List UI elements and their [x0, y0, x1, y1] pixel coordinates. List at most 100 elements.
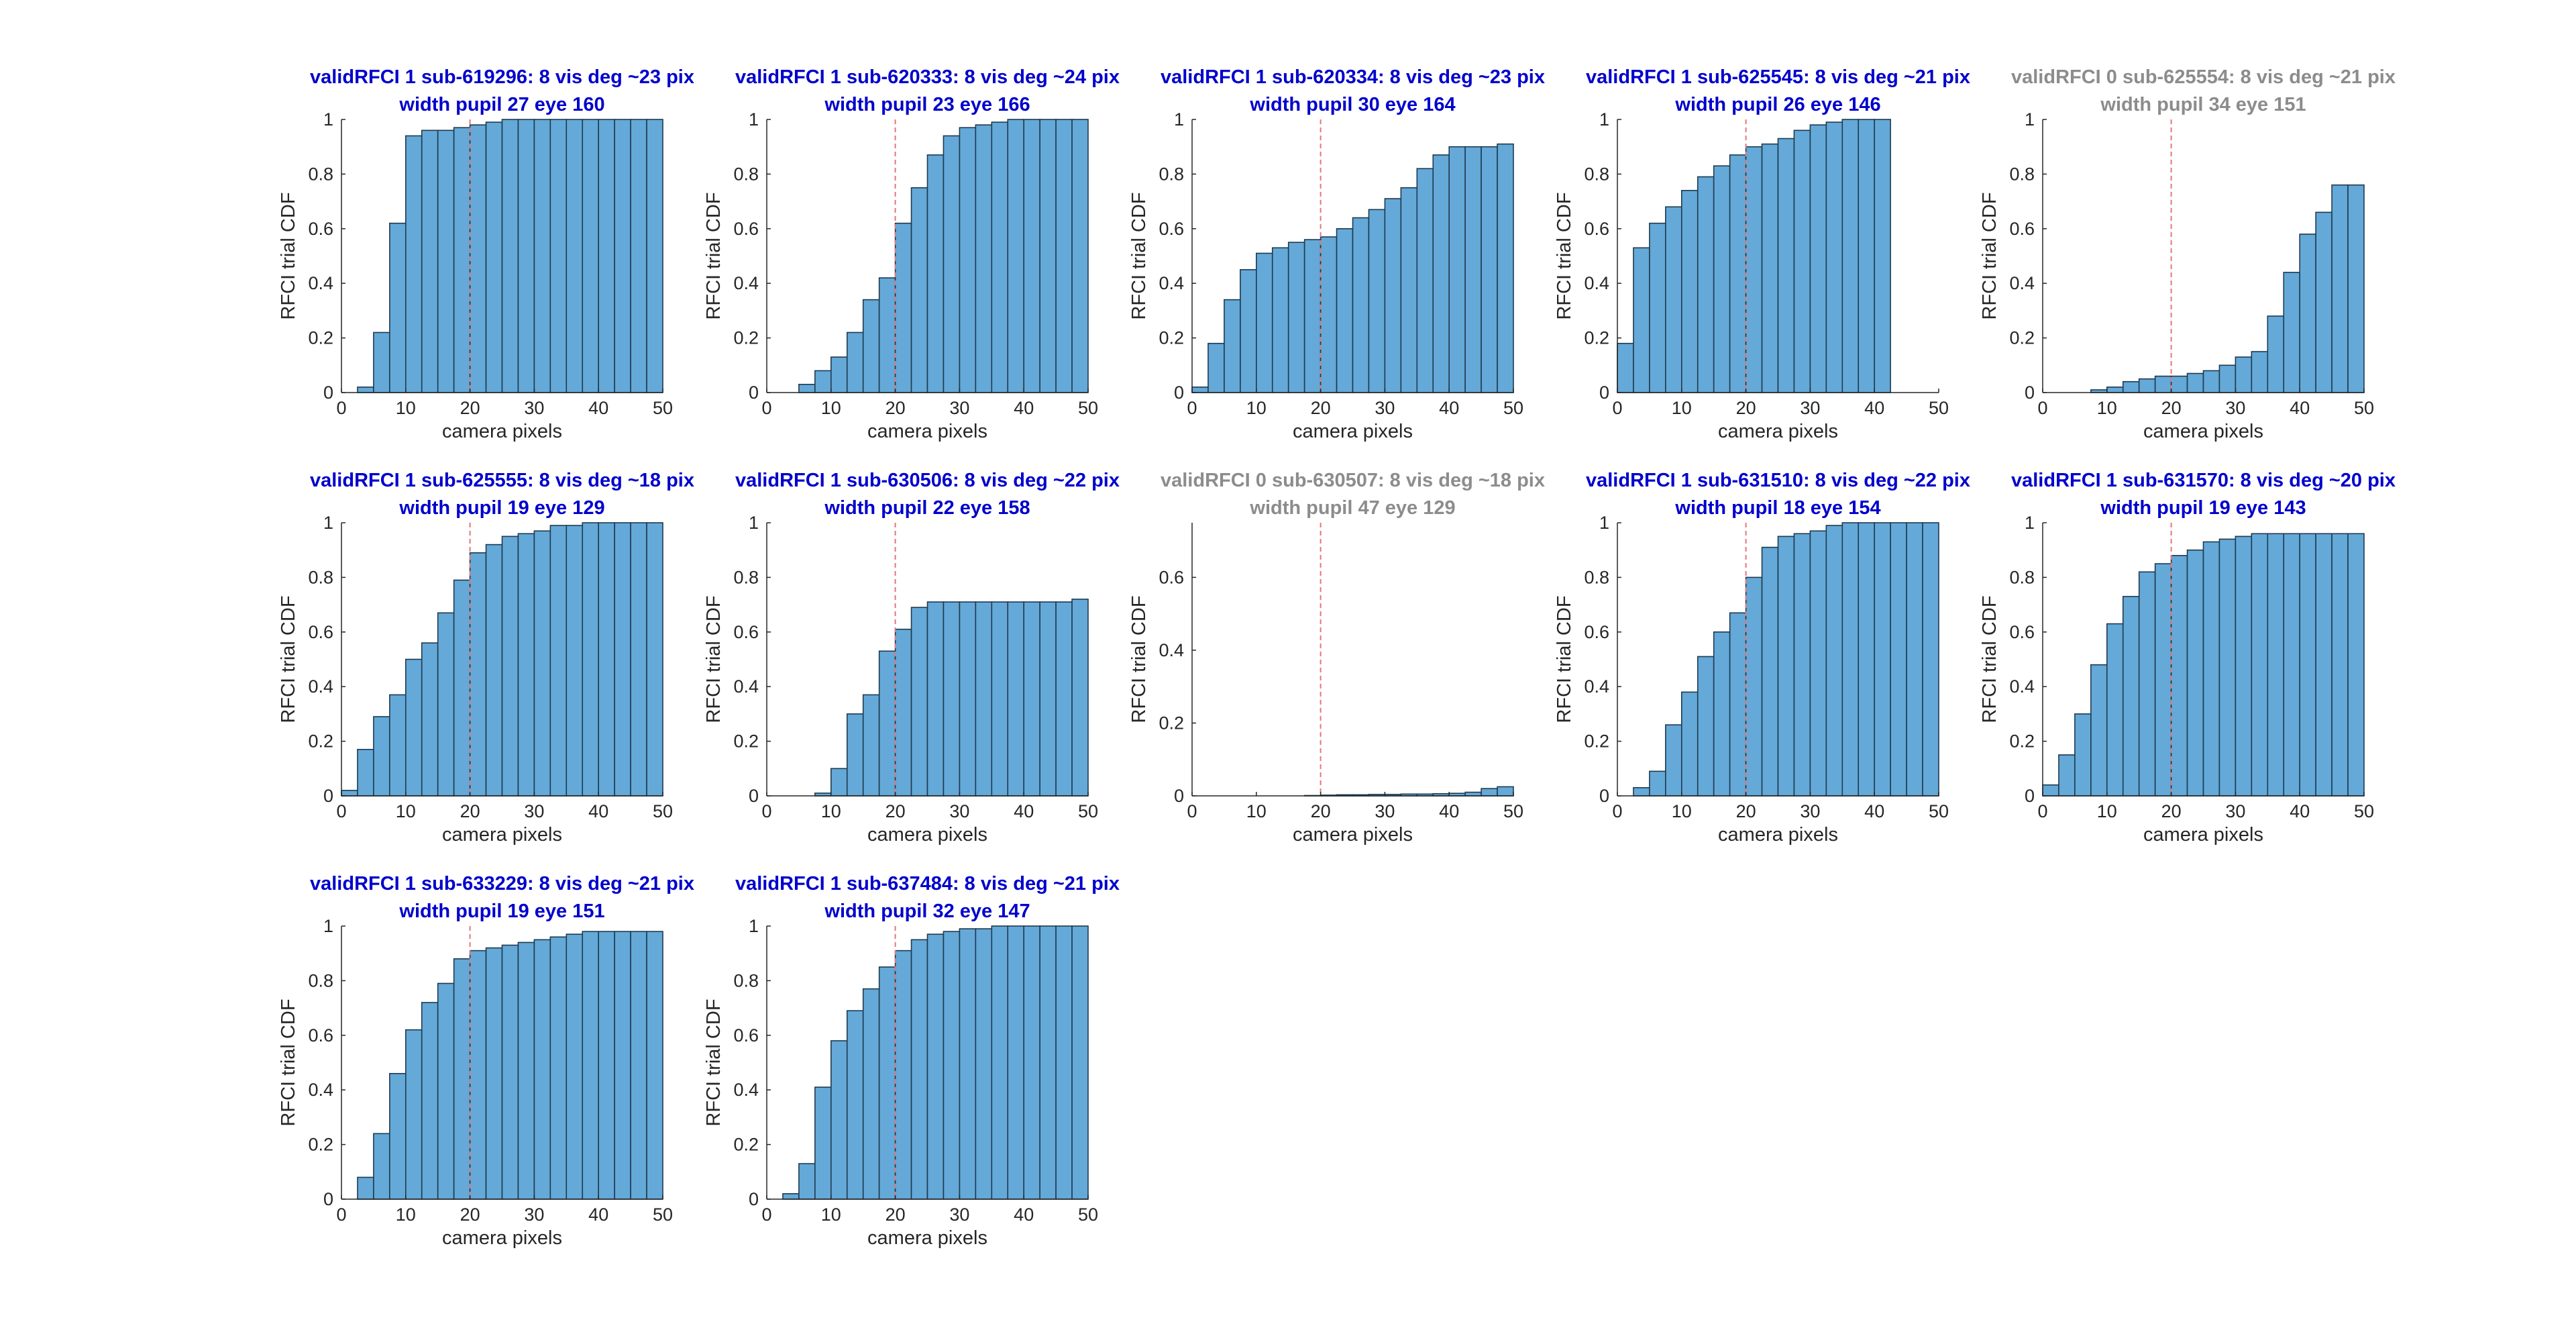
histogram-bar [1007, 119, 1025, 393]
subplot-title-line-1: validRFCI 1 sub-620334: 8 vis deg ~23 pi… [1161, 66, 1545, 88]
x-tick-label: 10 [396, 1205, 416, 1225]
histogram-bar [2186, 372, 2204, 393]
x-tick-label: 50 [1929, 801, 1949, 821]
x-tick-label: 40 [1439, 398, 1459, 418]
x-tick-label: 10 [396, 398, 416, 418]
x-tick-label: 0 [2037, 398, 2047, 418]
x-tick-label: 20 [2161, 801, 2182, 821]
y-tick-label: 0.6 [733, 219, 759, 239]
y-tick-label: 0.8 [733, 567, 759, 587]
histogram-bar [910, 939, 928, 1200]
x-tick-label: 50 [1929, 398, 1949, 418]
histogram-bar [1729, 612, 1747, 797]
x-tick-label: 0 [336, 1205, 346, 1225]
histogram-bar [1777, 535, 1795, 797]
histogram-bar [2154, 563, 2172, 797]
x-axis-label: camera pixels [867, 824, 987, 846]
x-tick-label: 40 [1014, 1205, 1034, 1225]
y-tick-label: 0.4 [733, 676, 759, 697]
histogram-bar [2122, 596, 2140, 797]
histogram-bar [549, 119, 568, 393]
y-tick-label: 1 [323, 109, 333, 130]
histogram-bar [1023, 925, 1040, 1200]
x-tick-label: 10 [2097, 398, 2117, 418]
x-tick-label: 30 [2225, 398, 2245, 418]
y-tick-label: 0.4 [308, 273, 333, 293]
y-tick-label: 0 [1599, 382, 1609, 403]
histogram-bar [1303, 239, 1322, 393]
x-tick-label: 10 [1246, 801, 1267, 821]
x-tick-label: 50 [1078, 1205, 1098, 1225]
y-tick-label: 1 [749, 916, 759, 936]
x-tick-label: 40 [1439, 801, 1459, 821]
histogram-bar [846, 1010, 864, 1200]
y-tick-label: 0 [323, 1189, 333, 1209]
x-tick-label: 20 [1736, 398, 1756, 418]
histogram-bar [2170, 555, 2188, 797]
x-tick-label: 0 [1187, 398, 1197, 418]
subplot-title-line-1: validRFCI 0 sub-630507: 8 vis deg ~18 pi… [1161, 470, 1545, 491]
x-tick-label: 50 [653, 398, 673, 418]
y-tick-label: 0.4 [733, 1080, 759, 1100]
y-axis-label: RFCI trial CDF [1554, 192, 1575, 319]
histogram-bar [2218, 364, 2237, 393]
histogram-bar [421, 642, 439, 797]
histogram-bar [1240, 269, 1257, 393]
histogram-bar [2106, 387, 2124, 393]
histogram-bar [2299, 533, 2316, 797]
x-tick-label: 30 [1800, 398, 1820, 418]
y-tick-label: 0 [323, 786, 333, 806]
histogram-bar [389, 694, 407, 797]
histogram-bar [1071, 119, 1089, 393]
histogram-bar [1745, 576, 1763, 797]
x-tick-label: 20 [2161, 398, 2182, 418]
histogram-bar [1071, 599, 1089, 797]
x-tick-label: 40 [1014, 398, 1034, 418]
subplot-title-line-2: width pupil 19 eye 143 [2100, 497, 2306, 519]
histogram-bar [1697, 656, 1715, 797]
histogram-bar [2267, 315, 2285, 393]
histogram-bar [1384, 198, 1402, 393]
histogram-bar [405, 1029, 423, 1200]
histogram-bar [1464, 791, 1482, 797]
x-tick-label: 50 [653, 801, 673, 821]
histogram-bar [1697, 176, 1715, 393]
histogram-bar [1681, 190, 1699, 393]
subplot-title-line-2: width pupil 27 eye 160 [398, 94, 604, 115]
histogram-bar [878, 650, 896, 797]
histogram-bar [2138, 571, 2156, 797]
histogram-bar [453, 958, 471, 1200]
x-tick-label: 50 [1503, 398, 1523, 418]
histogram-bar [2331, 184, 2349, 393]
histogram-bar [878, 277, 896, 393]
histogram-bar [2283, 272, 2301, 393]
histogram-bar [2347, 533, 2365, 797]
histogram-bar [437, 130, 455, 393]
y-tick-label: 0 [749, 1189, 759, 1209]
x-tick-label: 0 [1187, 801, 1197, 821]
y-tick-label: 0.4 [1159, 640, 1184, 660]
histogram-bar [453, 127, 471, 393]
subplot-title-line-1: validRFCI 1 sub-620333: 8 vis deg ~24 pi… [735, 66, 1120, 88]
histogram-bar [1777, 138, 1795, 393]
y-tick-label: 0 [749, 382, 759, 403]
histogram-bar [2090, 664, 2108, 797]
y-axis-label: RFCI trial CDF [1128, 192, 1150, 319]
subplot-title-line-2: width pupil 26 eye 146 [1674, 94, 1880, 115]
y-tick-label: 0.8 [1584, 567, 1609, 587]
histogram-bar [1825, 121, 1843, 393]
x-tick-label: 0 [1612, 398, 1622, 418]
subplot-title-line-1: validRFCI 1 sub-631510: 8 vis deg ~22 pi… [1586, 470, 1970, 491]
histogram-bar [1055, 601, 1073, 797]
y-axis-label: RFCI trial CDF [1979, 595, 2000, 723]
histogram-bar [1906, 522, 1923, 797]
histogram-bar [2186, 549, 2204, 797]
histogram-bar [646, 931, 663, 1200]
y-tick-label: 0.6 [1159, 219, 1184, 239]
histogram-bar [830, 356, 848, 393]
histogram-bar [2202, 541, 2220, 797]
histogram-bar [894, 628, 912, 797]
histogram-bar [943, 601, 961, 797]
subplot-title-line-2: width pupil 34 eye 151 [2100, 94, 2306, 115]
histogram-bar [453, 579, 471, 797]
